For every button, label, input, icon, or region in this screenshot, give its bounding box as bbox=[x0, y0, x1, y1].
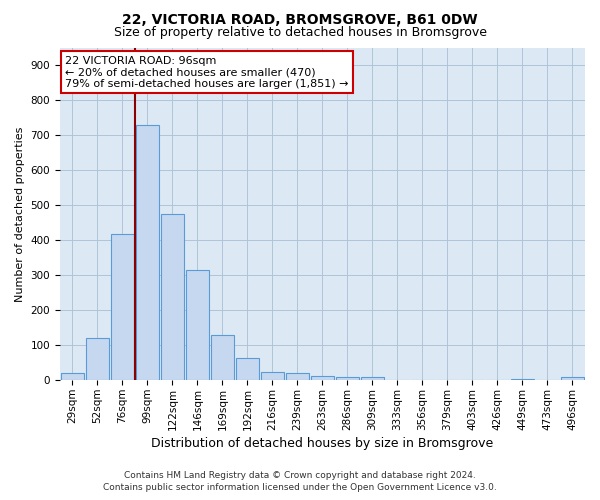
Y-axis label: Number of detached properties: Number of detached properties bbox=[15, 126, 25, 302]
Bar bbox=[286, 374, 308, 380]
Text: Contains HM Land Registry data © Crown copyright and database right 2024.
Contai: Contains HM Land Registry data © Crown c… bbox=[103, 471, 497, 492]
Bar bbox=[236, 358, 259, 380]
Bar bbox=[311, 376, 334, 380]
Bar bbox=[211, 335, 233, 380]
Bar bbox=[186, 270, 209, 380]
X-axis label: Distribution of detached houses by size in Bromsgrove: Distribution of detached houses by size … bbox=[151, 437, 494, 450]
Bar bbox=[511, 378, 534, 380]
Bar bbox=[111, 234, 134, 380]
Bar bbox=[61, 374, 83, 380]
Text: 22 VICTORIA ROAD: 96sqm
← 20% of detached houses are smaller (470)
79% of semi-d: 22 VICTORIA ROAD: 96sqm ← 20% of detache… bbox=[65, 56, 349, 89]
Bar bbox=[361, 378, 384, 380]
Text: 22, VICTORIA ROAD, BROMSGROVE, B61 0DW: 22, VICTORIA ROAD, BROMSGROVE, B61 0DW bbox=[122, 12, 478, 26]
Bar bbox=[161, 214, 184, 380]
Bar bbox=[261, 372, 284, 380]
Bar bbox=[336, 378, 359, 380]
Bar bbox=[86, 338, 109, 380]
Bar bbox=[136, 124, 158, 380]
Bar bbox=[561, 378, 584, 380]
Text: Size of property relative to detached houses in Bromsgrove: Size of property relative to detached ho… bbox=[113, 26, 487, 39]
